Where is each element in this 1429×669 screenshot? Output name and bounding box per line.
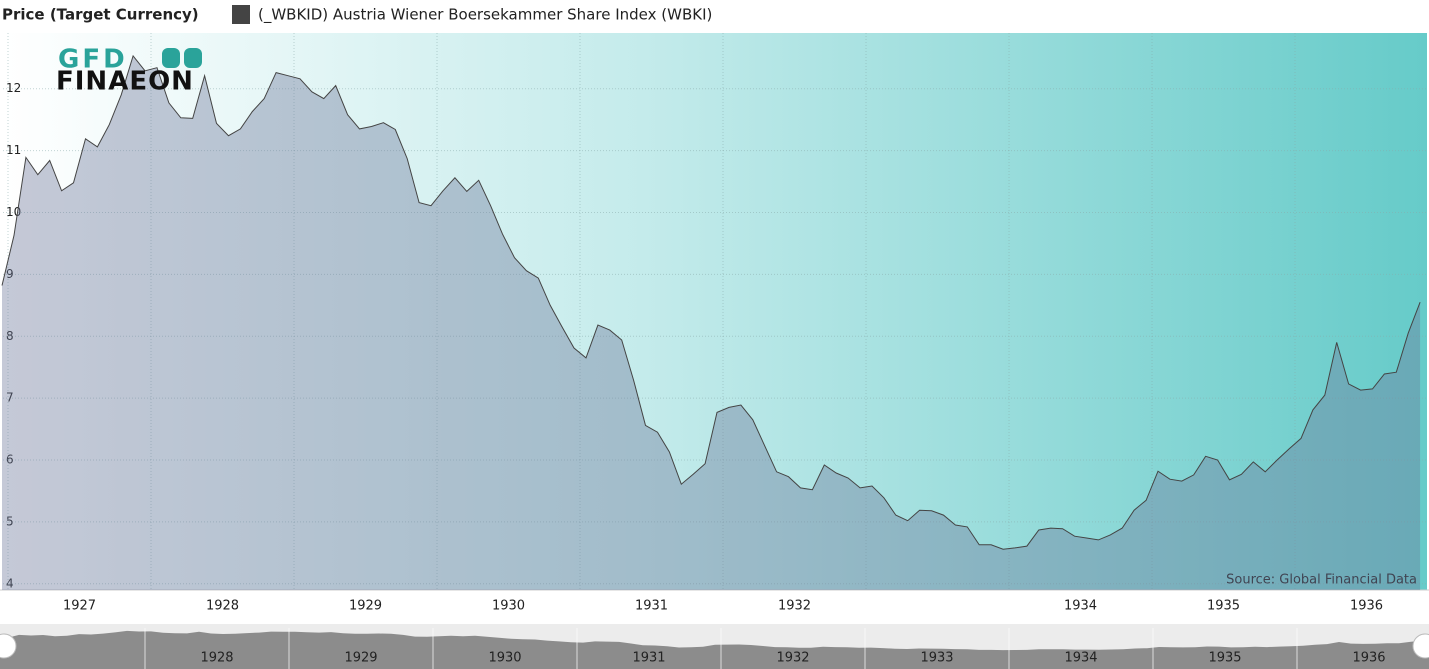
logo-leaf — [162, 48, 180, 68]
y-tick-label: 6 — [6, 453, 14, 467]
x-tick-label: 1928 — [206, 599, 239, 614]
logo-leaf — [184, 48, 202, 68]
area — [2, 55, 1421, 590]
x-tick-label: 1927 — [63, 599, 96, 614]
navigator-area — [0, 630, 1429, 669]
y-tick-label: 8 — [6, 329, 14, 343]
navigator-label: 1933 — [920, 651, 953, 666]
navigator-label: 1935 — [1208, 651, 1241, 666]
y-tick-label: 12 — [6, 81, 21, 95]
navigator-label: 1929 — [344, 651, 377, 666]
navigator-label: 1930 — [488, 651, 521, 666]
logo-bottom: FINAEON — [56, 67, 194, 97]
y-tick-label: 4 — [6, 576, 14, 590]
y-tick-label: 11 — [6, 143, 21, 157]
navigator-handle — [0, 633, 17, 659]
x-tick-label: 1934 — [1064, 599, 1097, 614]
plot-background — [3, 33, 1427, 590]
x-tick-label: 1932 — [778, 599, 811, 614]
logo-top: GFD — [58, 45, 128, 75]
x-tick-label: 1935 — [1207, 599, 1240, 614]
chart-title: Price (Target Currency) — [2, 6, 199, 24]
x-tick-label: 1936 — [1350, 599, 1383, 614]
source: Source: Global Financial Data — [1226, 573, 1417, 588]
legend-swatch — [232, 5, 250, 24]
navigator-label: 1928 — [200, 651, 233, 666]
x-tick-label: 1930 — [492, 599, 525, 614]
navigator-label: 1936 — [1352, 651, 1385, 666]
navigator-label: 1934 — [1064, 651, 1097, 666]
navigator-label: 1932 — [776, 651, 809, 666]
line — [1, 54, 1421, 550]
x-tick-label: 1929 — [349, 599, 382, 614]
y-tick-label: 9 — [6, 267, 14, 281]
navigator-label: 1931 — [632, 651, 665, 666]
x-tick-label: 1931 — [635, 599, 668, 614]
navigator-handle — [1412, 633, 1429, 659]
legend-label: (_WBKID) Austria Wiener Boersekammer Sha… — [258, 6, 712, 25]
y-tick-label: 5 — [6, 514, 14, 528]
y-tick-label: 7 — [6, 391, 14, 405]
